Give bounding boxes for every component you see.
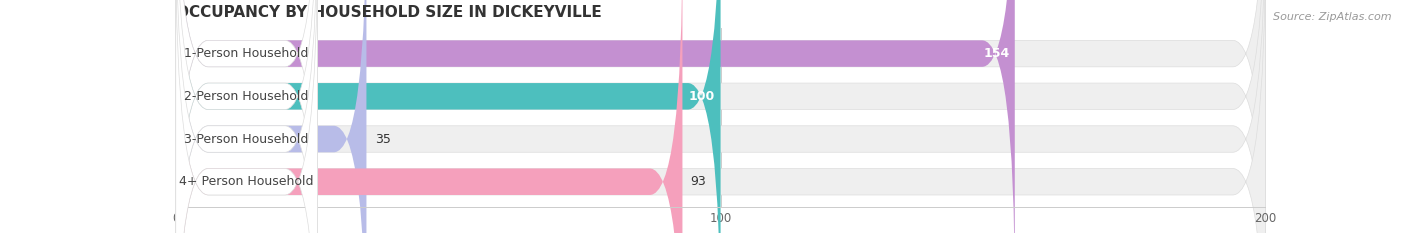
Text: 1-Person Household: 1-Person Household — [184, 47, 309, 60]
Text: Source: ZipAtlas.com: Source: ZipAtlas.com — [1274, 12, 1392, 22]
Text: 3-Person Household: 3-Person Household — [184, 133, 309, 146]
FancyBboxPatch shape — [176, 0, 682, 233]
FancyBboxPatch shape — [176, 0, 1265, 233]
Text: 154: 154 — [983, 47, 1010, 60]
Text: 4+ Person Household: 4+ Person Household — [180, 175, 314, 188]
FancyBboxPatch shape — [176, 0, 367, 233]
Text: 100: 100 — [689, 90, 716, 103]
FancyBboxPatch shape — [176, 0, 318, 233]
Text: OCCUPANCY BY HOUSEHOLD SIZE IN DICKEYVILLE: OCCUPANCY BY HOUSEHOLD SIZE IN DICKEYVIL… — [176, 5, 602, 20]
FancyBboxPatch shape — [176, 0, 318, 233]
FancyBboxPatch shape — [176, 0, 1265, 233]
FancyBboxPatch shape — [176, 0, 1015, 233]
FancyBboxPatch shape — [176, 0, 318, 233]
FancyBboxPatch shape — [176, 0, 721, 233]
Text: 2-Person Household: 2-Person Household — [184, 90, 309, 103]
FancyBboxPatch shape — [176, 0, 1265, 233]
FancyBboxPatch shape — [176, 0, 1265, 233]
FancyBboxPatch shape — [176, 0, 318, 233]
Text: 93: 93 — [690, 175, 706, 188]
Text: 35: 35 — [374, 133, 391, 146]
